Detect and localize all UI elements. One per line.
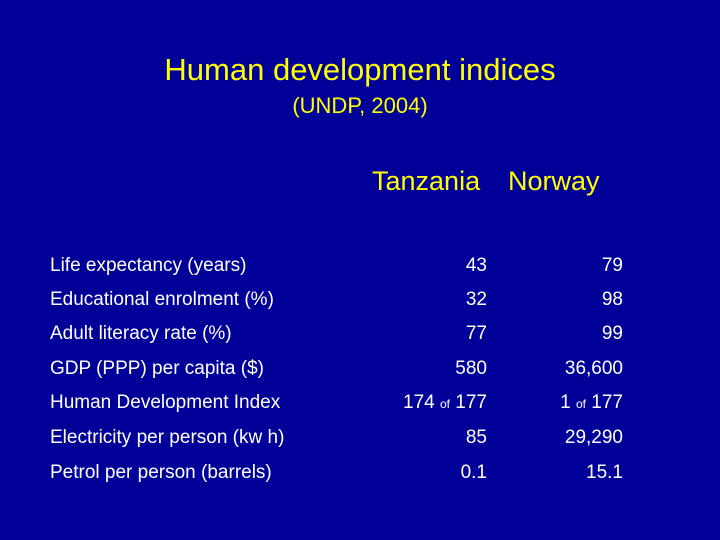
cell-tanzania: 580	[455, 358, 487, 379]
hdi-total: 177	[591, 392, 623, 413]
hdi-rank: 1	[560, 392, 571, 413]
row-label: Petrol per person (barrels)	[50, 462, 272, 483]
slide-subtitle: (UNDP, 2004)	[292, 93, 428, 118]
column-header-tanzania: Tanzania	[372, 166, 481, 196]
row-label: Life expectancy (years)	[50, 255, 247, 276]
cell-norway: 98	[601, 289, 623, 310]
slide-title: Human development indices	[164, 52, 556, 87]
row-label: GDP (PPP) per capita ($)	[50, 358, 265, 379]
hdi-rank: 174	[403, 392, 435, 413]
cell-tanzania: 85	[465, 427, 487, 448]
row-label: Adult literacy rate (%)	[50, 323, 232, 344]
cell-tanzania: 32	[465, 289, 487, 310]
cell-tanzania: 0.1	[460, 462, 487, 483]
cell-norway: 29,290	[564, 427, 623, 448]
row-label: Educational enrolment (%)	[50, 289, 274, 310]
row-label: Human Development Index	[50, 392, 281, 413]
hdi-of: of	[440, 397, 451, 411]
cell-norway: 15.1	[586, 462, 623, 483]
cell-tanzania: 174 of 177	[403, 391, 487, 416]
hdi-total: 177	[455, 392, 487, 413]
row-label: Electricity per person (kw h)	[50, 427, 285, 448]
cell-tanzania: 43	[465, 255, 487, 276]
hdi-of: of	[576, 397, 587, 411]
cell-norway: 1 of 177	[560, 391, 623, 416]
cell-norway: 99	[601, 323, 623, 344]
cell-tanzania: 77	[465, 323, 487, 344]
column-header-norway: Norway	[508, 166, 600, 196]
cell-norway: 79	[601, 255, 623, 276]
cell-norway: 36,600	[564, 358, 623, 379]
